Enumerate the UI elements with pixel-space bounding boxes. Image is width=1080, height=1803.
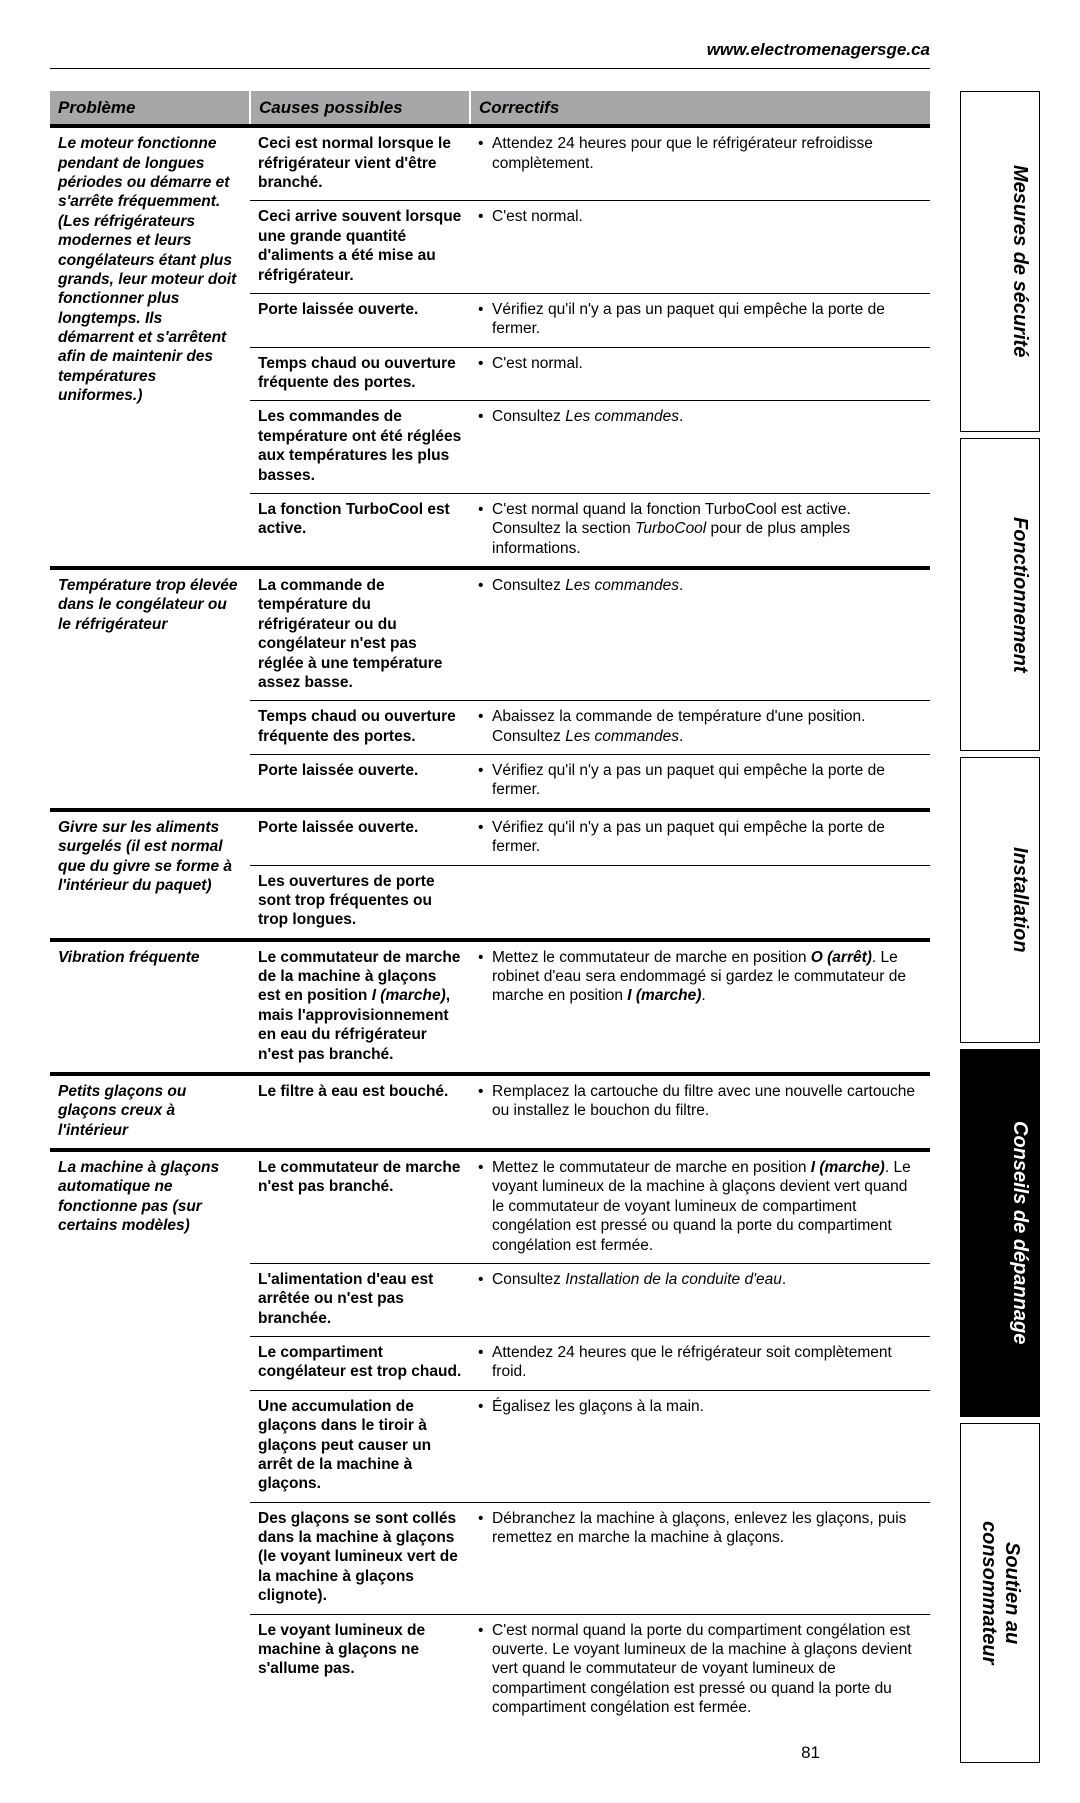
correct-cell: C'est normal. bbox=[470, 201, 930, 294]
table-row: Le moteur fonctionne pendant de longues … bbox=[50, 126, 930, 201]
correct-cell: Égalisez les glaçons à la main. bbox=[470, 1390, 930, 1502]
cause-cell: Temps chaud ou ouverture fréquente des p… bbox=[250, 701, 470, 755]
cause-cell: Le commutateur de marche de la machine à… bbox=[250, 940, 470, 1074]
cause-cell: Une accumulation de glaçons dans le tiro… bbox=[250, 1390, 470, 1502]
correct-item: Attendez 24 heures pour que le réfrigéra… bbox=[478, 134, 922, 173]
correct-cell: Débranchez la machine à glaçons, enlevez… bbox=[470, 1502, 930, 1614]
problem-cell: Givre sur les aliments surgelés (il est … bbox=[50, 810, 250, 940]
correct-item: Attendez 24 heures que le réfrigérateur … bbox=[478, 1343, 922, 1382]
correct-item: Consultez Les commandes. bbox=[478, 407, 922, 426]
cause-cell: Porte laissée ouverte. bbox=[250, 810, 470, 865]
table-row: Givre sur les aliments surgelés (il est … bbox=[50, 810, 930, 865]
correct-item: Vérifiez qu'il n'y a pas un paquet qui e… bbox=[478, 300, 922, 339]
correct-item: C'est normal. bbox=[478, 207, 922, 226]
cause-cell: Porte laissée ouverte. bbox=[250, 755, 470, 810]
side-tab[interactable]: Conseils de dépannage bbox=[960, 1049, 1040, 1417]
problem-cell: Le moteur fonctionne pendant de longues … bbox=[50, 126, 250, 568]
correct-item: Vérifiez qu'il n'y a pas un paquet qui e… bbox=[478, 761, 922, 800]
correct-cell: Vérifiez qu'il n'y a pas un paquet qui e… bbox=[470, 755, 930, 810]
cause-cell: Le commutateur de marche n'est pas branc… bbox=[250, 1150, 470, 1263]
cause-cell: Les commandes de température ont été rég… bbox=[250, 401, 470, 494]
correct-item: Mettez le commutateur de marche en posit… bbox=[478, 1158, 922, 1255]
cause-cell: Ceci est normal lorsque le réfrigérateur… bbox=[250, 126, 470, 201]
cause-cell: Ceci arrive souvent lorsque une grande q… bbox=[250, 201, 470, 294]
col-header-causes: Causes possibles bbox=[250, 91, 470, 126]
correct-cell: Mettez le commutateur de marche en posit… bbox=[470, 1150, 930, 1263]
page-url: www.electromenagersge.ca bbox=[50, 40, 1040, 60]
correct-item: Remplacez la cartouche du filtre avec un… bbox=[478, 1082, 922, 1121]
cause-cell: L'alimentation d'eau est arrêtée ou n'es… bbox=[250, 1263, 470, 1336]
problem-cell: Température trop élevée dans le congélat… bbox=[50, 568, 250, 810]
troubleshoot-table: Problème Causes possibles Correctifs Le … bbox=[50, 91, 930, 1725]
side-tab[interactable]: Fonctionnement bbox=[960, 438, 1040, 751]
cause-cell: La commande de température du réfrigérat… bbox=[250, 568, 470, 701]
correct-cell: Abaissez la commande de température d'un… bbox=[470, 701, 930, 755]
col-header-correct: Correctifs bbox=[470, 91, 930, 126]
correct-item: Consultez Installation de la conduite d'… bbox=[478, 1270, 922, 1289]
side-tab-label-line: consommateur bbox=[977, 1521, 1000, 1664]
side-tab[interactable]: Mesures de sécurité bbox=[960, 91, 1040, 432]
correct-cell: Vérifiez qu'il n'y a pas un paquet qui e… bbox=[470, 293, 930, 347]
correct-item: Abaissez la commande de température d'un… bbox=[478, 707, 922, 746]
table-row: Vibration fréquenteLe commutateur de mar… bbox=[50, 940, 930, 1074]
cause-cell: Le compartiment congélateur est trop cha… bbox=[250, 1337, 470, 1391]
correct-cell: Attendez 24 heures que le réfrigérateur … bbox=[470, 1337, 930, 1391]
cause-cell: Temps chaud ou ouverture fréquente des p… bbox=[250, 347, 470, 401]
problem-cell: La machine à glaçons automatique ne fonc… bbox=[50, 1150, 250, 1725]
problem-cell: Vibration fréquente bbox=[50, 940, 250, 1074]
correct-item: C'est normal quand la porte du compartim… bbox=[478, 1621, 922, 1718]
correct-cell: C'est normal quand la porte du compartim… bbox=[470, 1614, 930, 1725]
cause-cell: Des glaçons se sont collés dans la machi… bbox=[250, 1502, 470, 1614]
correct-cell: C'est normal quand la fonction TurboCool… bbox=[470, 493, 930, 568]
correct-cell bbox=[470, 865, 930, 940]
table-row: La machine à glaçons automatique ne fonc… bbox=[50, 1150, 930, 1263]
correct-item: Mettez le commutateur de marche en posit… bbox=[478, 948, 922, 1006]
cause-cell: Les ouvertures de porte sont trop fréque… bbox=[250, 865, 470, 940]
correct-cell: Attendez 24 heures pour que le réfrigéra… bbox=[470, 126, 930, 201]
cause-cell: Le voyant lumineux de machine à glaçons … bbox=[250, 1614, 470, 1725]
problem-cell: Petits glaçons ou glaçons creux à l'inté… bbox=[50, 1074, 250, 1150]
side-tab[interactable]: Installation bbox=[960, 757, 1040, 1043]
correct-item: Débranchez la machine à glaçons, enlevez… bbox=[478, 1509, 922, 1548]
table-row: Petits glaçons ou glaçons creux à l'inté… bbox=[50, 1074, 930, 1150]
cause-cell: La fonction TurboCool est active. bbox=[250, 493, 470, 568]
table-row: Température trop élevée dans le congélat… bbox=[50, 568, 930, 701]
correct-cell: Consultez Installation de la conduite d'… bbox=[470, 1263, 930, 1336]
side-tab[interactable]: Soutien auconsommateur bbox=[960, 1423, 1040, 1764]
correct-cell: Consultez Les commandes. bbox=[470, 568, 930, 701]
side-tabs: Mesures de sécuritéFonctionnementInstall… bbox=[960, 91, 1040, 1763]
page-number: 81 bbox=[50, 1743, 930, 1763]
correct-item: Vérifiez qu'il n'y a pas un paquet qui e… bbox=[478, 818, 922, 857]
cause-cell: Porte laissée ouverte. bbox=[250, 293, 470, 347]
correct-item: C'est normal quand la fonction TurboCool… bbox=[478, 500, 922, 558]
cause-cell: Le filtre à eau est bouché. bbox=[250, 1074, 470, 1150]
correct-cell: Remplacez la cartouche du filtre avec un… bbox=[470, 1074, 930, 1150]
correct-cell: Vérifiez qu'il n'y a pas un paquet qui e… bbox=[470, 810, 930, 865]
correct-item: Consultez Les commandes. bbox=[478, 576, 922, 595]
correct-cell: Mettez le commutateur de marche en posit… bbox=[470, 940, 930, 1074]
correct-item: Égalisez les glaçons à la main. bbox=[478, 1397, 922, 1416]
header-rule bbox=[50, 68, 930, 69]
correct-item: C'est normal. bbox=[478, 354, 922, 373]
correct-cell: Consultez Les commandes. bbox=[470, 401, 930, 494]
col-header-problem: Problème bbox=[50, 91, 250, 126]
correct-cell: C'est normal. bbox=[470, 347, 930, 401]
side-tab-label-line: Soutien au bbox=[1000, 1542, 1023, 1644]
